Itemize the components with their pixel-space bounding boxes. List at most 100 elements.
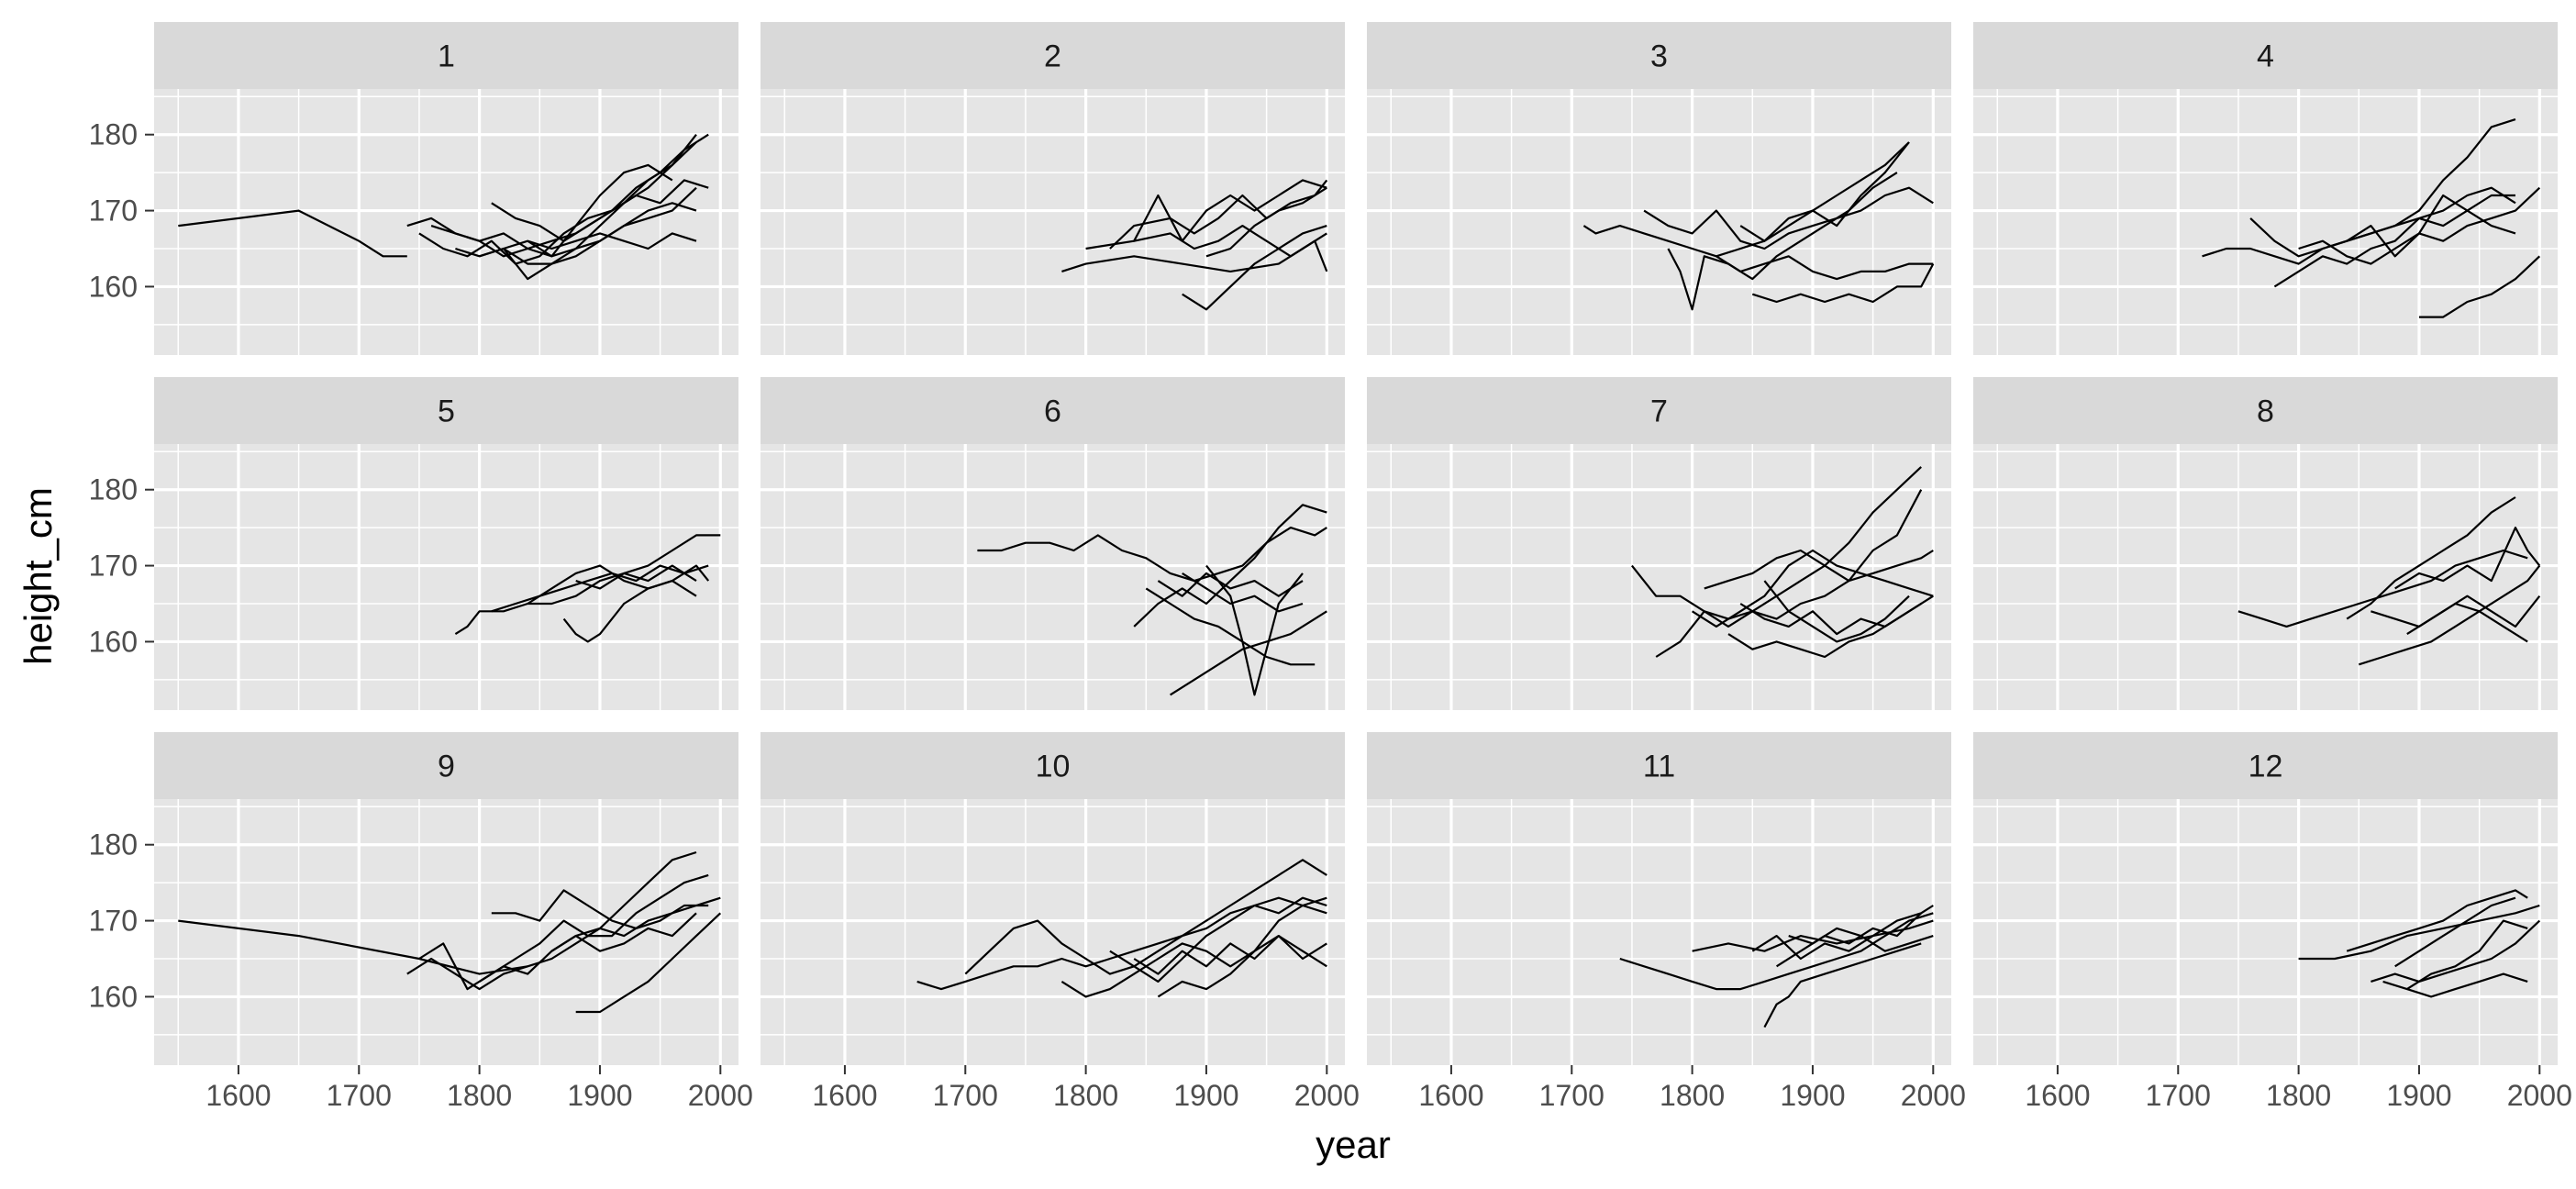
x-tick-label: 2000	[1294, 1079, 1360, 1112]
series-line	[1704, 489, 1923, 590]
series-line	[479, 896, 721, 983]
panel-background	[154, 444, 738, 710]
series-line	[1751, 905, 1934, 961]
y-tick-label: 170	[89, 905, 138, 938]
x-tick-label: 1800	[447, 1079, 512, 1112]
facet-strip-label: 11	[1643, 750, 1675, 784]
series-line	[1133, 504, 1327, 628]
series-line	[2298, 904, 2540, 961]
facet-strip	[1367, 22, 1951, 89]
facet-strip-label: 10	[1036, 750, 1071, 784]
series-line	[2346, 194, 2516, 258]
x-tick-label: 1800	[2266, 1079, 2331, 1112]
series-line	[2237, 549, 2528, 628]
x-tick-label: 1900	[567, 1079, 632, 1112]
facet-panel-7: 7	[1367, 377, 1951, 710]
facet-strip-label: 12	[2248, 750, 2283, 784]
panel-background	[154, 89, 738, 355]
series-line	[1739, 594, 1934, 636]
series-line	[1205, 186, 1327, 258]
series-line	[977, 526, 1327, 583]
x-tick-label: 1600	[205, 1079, 271, 1112]
y-axis-title: height_cm	[17, 487, 60, 665]
series-line	[1085, 179, 1327, 250]
series-line	[2394, 526, 2541, 590]
panel-background	[1973, 799, 2558, 1065]
facet-panel-5: 5	[154, 377, 738, 710]
series-line	[2273, 194, 2515, 288]
x-tick-label: 1900	[1173, 1079, 1238, 1112]
facet-strip	[761, 732, 1345, 799]
facet-panel-8: 8	[1973, 377, 2558, 710]
series-line	[430, 186, 697, 258]
x-tick-label: 2000	[688, 1079, 753, 1112]
series-line	[1692, 549, 1934, 628]
facet-strip-label: 3	[1650, 39, 1668, 74]
x-tick-label: 1600	[1418, 1079, 1483, 1112]
axes-layer: 160 170 180 160 170 180 160 170 180 1600 1700 1800 1…	[89, 118, 2572, 1112]
series-line	[503, 141, 697, 265]
series-line	[1763, 942, 1922, 1028]
facet-strip	[1973, 377, 2558, 444]
series-line	[1133, 225, 1328, 272]
series-line	[2406, 602, 2528, 643]
series-line	[1109, 179, 1328, 250]
facet-strip-label: 8	[2257, 394, 2274, 429]
series-line	[1788, 927, 1934, 952]
series-line	[1061, 232, 1327, 272]
facet-strip	[1973, 732, 2558, 799]
x-tick-label: 1800	[1660, 1079, 1725, 1112]
facet-strip-label: 2	[1044, 39, 1061, 74]
x-tick-label: 1700	[327, 1079, 392, 1112]
facet-panel-6: 6	[761, 377, 1345, 710]
panel-background	[154, 799, 738, 1065]
facet-panel-2: 2	[761, 22, 1345, 355]
series-line	[964, 896, 1327, 975]
facet-strip-label: 9	[438, 750, 455, 784]
facet-panel-9: 9	[154, 732, 738, 1065]
series-line	[2406, 919, 2528, 991]
facet-strip-label: 1	[438, 39, 455, 74]
series-line	[2371, 919, 2541, 983]
facet-strip-label: 4	[2257, 39, 2274, 74]
y-tick-label: 160	[89, 980, 138, 1013]
facet-panel-1: 1	[154, 22, 738, 355]
x-tick-label: 1800	[1053, 1079, 1118, 1112]
series-line	[178, 209, 407, 258]
series-line	[1109, 896, 1327, 983]
facet-strip-label: 5	[438, 394, 455, 429]
series-line	[1582, 141, 1910, 258]
series-line	[1145, 587, 1316, 666]
x-tick-label: 1700	[933, 1079, 998, 1112]
series-line	[575, 564, 697, 590]
y-tick-label: 180	[89, 118, 138, 151]
series-line	[1182, 572, 1304, 613]
series-line	[1205, 564, 1304, 696]
facet-strip-label: 6	[1044, 394, 1061, 429]
facet-strip	[1367, 377, 1951, 444]
panel-background	[761, 799, 1345, 1065]
facet-panel-4: 4	[1973, 22, 2558, 355]
facet-strip	[154, 377, 738, 444]
y-tick-label: 170	[89, 194, 138, 228]
y-tick-label: 170	[89, 550, 138, 583]
series-line	[2394, 896, 2516, 968]
facet-strip	[761, 377, 1345, 444]
series-line	[2358, 564, 2541, 666]
y-tick-label: 160	[89, 270, 138, 303]
series-line	[1133, 934, 1327, 975]
series-line	[1157, 934, 1327, 998]
series-line	[1763, 580, 1910, 643]
panel-background	[761, 89, 1345, 355]
series-line	[2419, 255, 2541, 318]
panel-background	[1367, 89, 1951, 355]
series-line	[1182, 225, 1327, 311]
facet-strip	[761, 22, 1345, 89]
x-tick-label: 2000	[2507, 1079, 2572, 1112]
y-tick-label: 180	[89, 473, 138, 506]
series-line	[2346, 889, 2528, 952]
panel-background	[1367, 799, 1951, 1065]
x-tick-label: 1900	[2386, 1079, 2451, 1112]
